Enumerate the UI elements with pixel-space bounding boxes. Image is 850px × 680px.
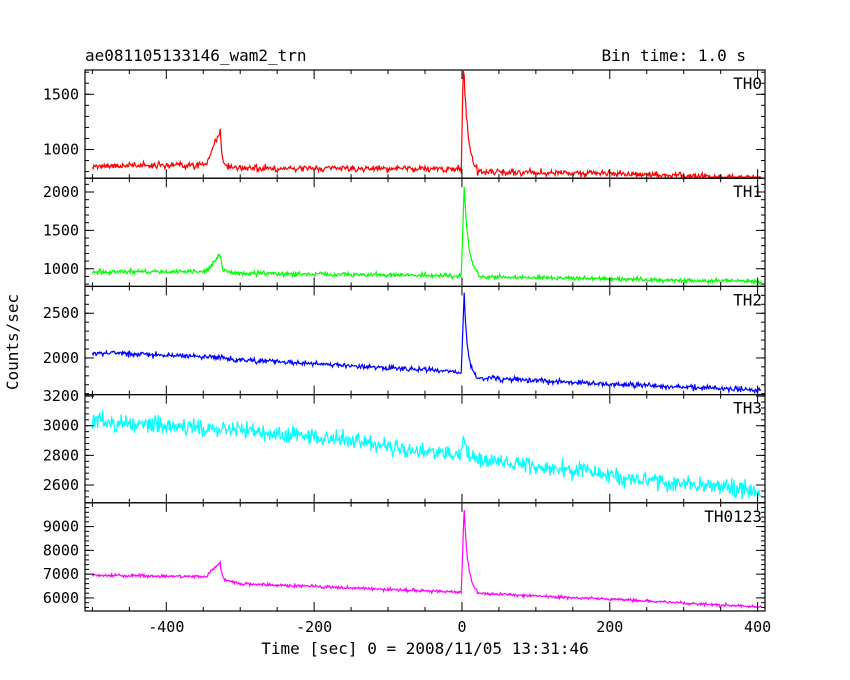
y-tick-label: 3000 — [43, 417, 79, 435]
y-tick-label: 8000 — [43, 541, 79, 559]
series-line-th2 — [91, 292, 762, 395]
series-line-th1 — [91, 186, 762, 286]
series-line-th0123 — [91, 509, 762, 609]
panel-th0123: 6000 7000 8000 9000 TH0123 — [43, 502, 766, 612]
y-tick-label: 1500 — [43, 221, 79, 239]
y-tick-label: 2500 — [43, 304, 79, 322]
y-tick-label: 1000 — [43, 260, 79, 278]
panel-frame — [84, 502, 766, 612]
y-tick-label: 9000 — [43, 518, 79, 536]
series-line-th0 — [91, 70, 762, 180]
y-tick-label: 6000 — [43, 589, 79, 607]
panel-th3: 2600 2800 3000 3200 TH3 — [43, 387, 766, 504]
x-axis-label: Time [sec] 0 = 2008/11/05 13:31:46 — [261, 639, 589, 658]
y-tick-label: 2000 — [43, 349, 79, 367]
panel-label: TH0123 — [704, 507, 762, 526]
series-line-th3 — [91, 410, 762, 500]
panel-frame — [84, 69, 766, 179]
y-tick-label: 1000 — [43, 140, 79, 158]
panel-label: TH3 — [733, 399, 762, 418]
y-tick-label: 2800 — [43, 446, 79, 464]
y-tick-label: 1500 — [43, 85, 79, 103]
x-tick-label: 200 — [596, 618, 623, 636]
panel-label: TH2 — [733, 290, 762, 309]
x-tick-label: -400 — [148, 618, 184, 636]
panel-label: TH1 — [733, 182, 762, 201]
panel-frame — [84, 285, 766, 396]
y-axis-label: Counts/sec — [3, 294, 22, 390]
panel-th1: 1000 1500 2000 TH1 — [43, 177, 766, 287]
panel-th2: 2000 2500 TH2 — [43, 285, 766, 396]
y-tick-label: 7000 — [43, 565, 79, 583]
x-tick-label: -200 — [296, 618, 332, 636]
y-tick-label: 2000 — [43, 183, 79, 201]
panel-label: TH0 — [733, 74, 762, 93]
plot-title: ae081105133146_wam2_trn — [85, 46, 307, 65]
y-tick-label: 3200 — [43, 387, 79, 405]
panel-th0: 1000 1500 TH0 — [43, 69, 766, 180]
y-tick-label: 2600 — [43, 476, 79, 494]
bin-time-label: Bin time: 1.0 s — [602, 46, 747, 65]
panel-frame — [84, 177, 766, 287]
x-tick-label: 400 — [744, 618, 771, 636]
x-tick-label: 0 — [457, 618, 466, 636]
panel-frame — [84, 394, 766, 504]
